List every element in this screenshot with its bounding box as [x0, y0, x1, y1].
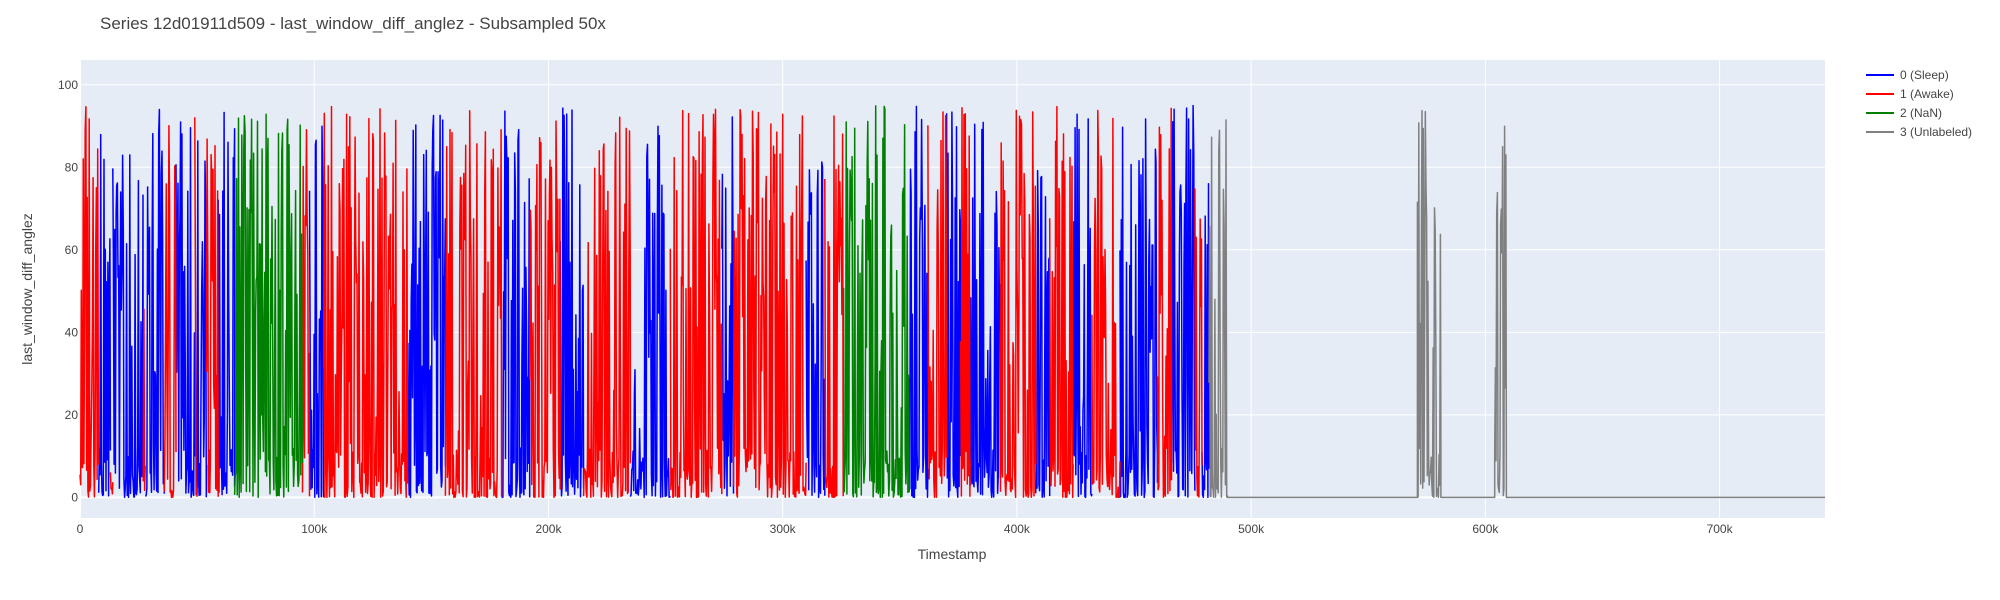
- series-line-segment: [908, 105, 929, 499]
- series-line-segment: [308, 125, 325, 498]
- series-line-segment: [732, 109, 807, 499]
- series-line-segment: [1170, 104, 1196, 498]
- series-line-segment: [194, 117, 198, 497]
- y-axis-title: last_window_diff_anglez: [19, 213, 35, 365]
- legend-label[interactable]: 1 (Awake): [1900, 87, 1954, 101]
- series-line-segment: [1156, 107, 1173, 498]
- series-line-segment: [969, 121, 1002, 499]
- series-line-segment: [629, 125, 671, 499]
- series-line-segment: [1208, 110, 1825, 499]
- series-line-segment: [559, 107, 585, 498]
- series-line-segment: [582, 116, 632, 499]
- x-tick-label: 100k: [301, 522, 328, 536]
- legend-label[interactable]: 2 (NaN): [1900, 106, 1942, 120]
- series-line-segment: [322, 105, 409, 499]
- series-line-segment: [945, 111, 962, 498]
- series-line-segment: [1201, 182, 1210, 499]
- chart-title: Series 12d01911d509 - last_window_diff_a…: [100, 14, 606, 33]
- axis-ticks: 0 100k 200k 300k 400k 500k 600k 700k 0 20 40 60 80 10…: [58, 78, 1734, 536]
- series-line-segment: [501, 110, 531, 499]
- x-tick-label: 300k: [770, 522, 797, 536]
- series-line-segment: [142, 308, 146, 492]
- y-tick-label: 20: [65, 408, 79, 422]
- y-tick-label: 80: [65, 160, 79, 174]
- x-tick-label: 0: [77, 522, 84, 536]
- x-tick-label: 700k: [1707, 522, 1734, 536]
- series-line-segment: [1048, 105, 1074, 499]
- legend: 0 (Sleep) 1 (Awake) 2 (NaN) 3 (Unlabeled): [1866, 68, 1972, 139]
- series-line-segment: [233, 113, 304, 499]
- series-line-segment: [163, 124, 177, 499]
- series-line-segment: [927, 111, 948, 499]
- series-line-segment: [97, 133, 112, 497]
- series-line-segment: [217, 111, 236, 496]
- x-tick-label: 500k: [1238, 522, 1265, 536]
- series-line-segment: [1091, 109, 1121, 499]
- legend-label[interactable]: 0 (Sleep): [1900, 68, 1949, 82]
- series-line-segment: [999, 109, 1037, 499]
- series-line-segment: [444, 109, 503, 499]
- series-line-segment: [1119, 118, 1159, 499]
- x-tick-label: 600k: [1472, 522, 1499, 536]
- series-line-segment: [109, 472, 114, 495]
- x-tick-label: 200k: [535, 522, 562, 536]
- y-tick-label: 60: [65, 243, 79, 257]
- series-line-segment: [112, 154, 144, 499]
- x-tick-label: 400k: [1004, 522, 1031, 536]
- series-line-segment: [528, 120, 561, 499]
- y-tick-label: 40: [65, 325, 79, 339]
- series-line-segment: [669, 108, 723, 499]
- series-line-segment: [824, 115, 845, 498]
- series-line-segment: [301, 129, 311, 497]
- series-line-segment: [144, 108, 166, 497]
- series-line-segment: [1034, 169, 1051, 498]
- series-line-segment: [721, 116, 735, 497]
- x-axis-title: Timestamp: [918, 546, 987, 562]
- series-line-segment: [1194, 188, 1203, 498]
- data-traces: [79, 104, 1825, 499]
- series-line-segment: [959, 107, 971, 498]
- series-line-segment: [407, 114, 447, 499]
- y-tick-label: 0: [71, 490, 78, 504]
- legend-label[interactable]: 3 (Unlabeled): [1900, 125, 1972, 139]
- series-line-segment: [196, 140, 208, 498]
- series-line-segment: [205, 138, 219, 497]
- series-line-segment: [79, 105, 100, 498]
- series-line-segment: [842, 105, 910, 499]
- series-line-segment: [805, 161, 826, 499]
- series-line-segment: [1072, 113, 1093, 499]
- series-line-segment: [175, 121, 196, 499]
- y-tick-label: 100: [58, 78, 78, 92]
